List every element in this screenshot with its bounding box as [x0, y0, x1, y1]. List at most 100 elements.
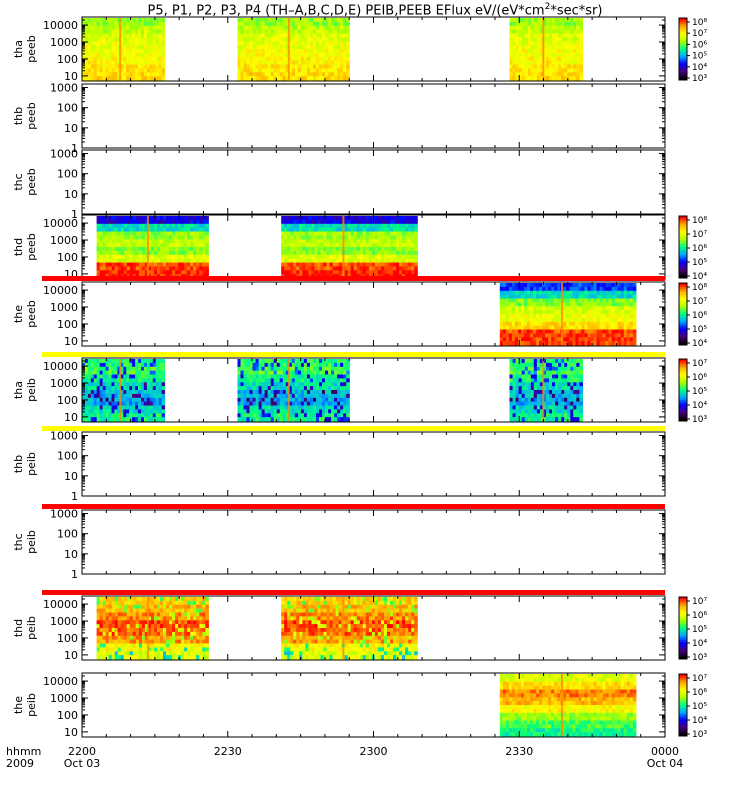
spectrogram-cell: [143, 18, 148, 23]
spectrogram-cell: [141, 390, 145, 395]
spectrogram-cell: [147, 250, 152, 256]
spectrogram-cell: [567, 76, 571, 81]
spectrogram-cell: [593, 310, 598, 315]
spectrogram-cell: [554, 329, 558, 334]
spectrogram-cell: [581, 337, 585, 342]
spectrogram-cell: [267, 37, 272, 42]
spectrogram-cell: [249, 393, 254, 399]
spectrogram-cell: [90, 56, 95, 62]
spectrogram-cell: [82, 417, 86, 422]
spectrogram-cell: [554, 314, 558, 319]
spectrogram-cell: [190, 270, 194, 275]
spectrogram-cell: [297, 359, 302, 364]
spectrogram-cell: [143, 49, 148, 54]
spectrogram-cell: [297, 393, 302, 399]
spectrogram-cell: [411, 227, 415, 233]
spectrogram-cell: [552, 60, 556, 66]
spectrogram-cell: [302, 254, 306, 260]
spectrogram-cell: [306, 25, 311, 31]
spectrogram-cell: [338, 231, 343, 236]
spectrogram-cell: [135, 68, 139, 73]
spectrogram-cell: [384, 227, 388, 233]
spectrogram-cell: [551, 286, 555, 292]
spectrogram-cell: [123, 262, 128, 267]
spectrogram-cell: [602, 290, 607, 296]
spectrogram-cell: [390, 243, 394, 248]
spectrogram-cell: [111, 417, 115, 422]
spectrogram-cell: [279, 397, 284, 403]
spectrogram-cell: [530, 60, 535, 66]
spectrogram-cell: [285, 56, 290, 62]
spectrogram-cell: [294, 64, 299, 69]
spectrogram-cell: [240, 362, 245, 368]
spectrogram-cell: [105, 25, 110, 31]
spectrogram-cell: [576, 33, 580, 38]
spectrogram-cell: [575, 283, 579, 288]
spectrogram-cell: [502, 314, 507, 319]
spectrogram-cell: [617, 333, 622, 338]
spectrogram-cell: [405, 219, 409, 225]
spectrogram-cell: [166, 219, 170, 225]
spectrogram-cell: [611, 337, 616, 342]
spectrogram-cell: [347, 243, 352, 248]
spectrogram-cell: [554, 337, 558, 342]
spectrogram-cell: [569, 325, 573, 331]
spectrogram-cell: [325, 18, 329, 23]
spectrogram-cell: [338, 223, 343, 229]
spectrogram-cell: [521, 21, 526, 27]
spectrogram-cell: [172, 239, 176, 244]
spectrogram-cell: [252, 382, 257, 387]
spectrogram-cell: [564, 18, 568, 23]
spectrogram-cell: [282, 413, 287, 418]
spectrogram-cell: [499, 314, 504, 319]
spectrogram-cell: [267, 76, 272, 81]
spectrogram-cell: [514, 321, 519, 327]
spectrogram-cell: [152, 362, 157, 368]
spectrogram-cell: [237, 64, 242, 69]
spectrogram-cell: [240, 41, 245, 46]
spectrogram-cell: [287, 219, 291, 225]
spectrogram-cell: [184, 219, 188, 225]
spectrogram-cell: [294, 33, 299, 38]
spectrogram-cell: [557, 333, 561, 338]
spectrogram-cell: [335, 247, 340, 252]
spectrogram-cell: [311, 216, 315, 221]
spectrogram-cell: [135, 72, 139, 77]
spectrogram-cell: [240, 405, 245, 410]
spectrogram-cell: [258, 401, 263, 407]
spectrogram-cell: [161, 45, 166, 50]
spectrogram-cell: [99, 262, 104, 267]
spectrogram-cell: [319, 56, 323, 62]
spectrogram-cell: [314, 223, 318, 229]
spectrogram-cell: [524, 76, 529, 81]
spectrogram-cell: [143, 76, 148, 81]
spectrogram-cell: [317, 235, 322, 240]
spectrogram-cell: [505, 341, 510, 346]
spectrogram-cell: [608, 341, 613, 346]
spectrogram-cell: [166, 247, 170, 252]
spectrogram-cell: [322, 21, 326, 27]
spectrogram-cell: [123, 405, 127, 410]
spectrogram-cell: [514, 329, 519, 334]
spectrogram-cell: [99, 223, 104, 229]
spectrogram-cell: [111, 68, 115, 73]
spectrogram-cell: [264, 29, 269, 35]
spectrogram-cell: [320, 243, 325, 248]
spectrogram-cell: [158, 409, 163, 414]
spectrogram-cell: [282, 397, 287, 403]
spectrogram-cell: [158, 45, 163, 50]
spectrogram-cell: [340, 56, 344, 62]
spectrogram-cell: [99, 29, 104, 35]
spectrogram-cell: [576, 64, 580, 69]
spectrogram-cell: [340, 37, 344, 42]
spectrogram-cell: [299, 258, 303, 264]
spectrogram-cell: [329, 250, 334, 256]
spectrogram-cell: [573, 64, 577, 69]
spectrogram-cell: [276, 417, 281, 422]
spectrogram-cell: [281, 258, 285, 264]
spectrogram-cell: [135, 216, 140, 221]
spectrogram-cell: [545, 294, 549, 300]
spectrogram-cell: [102, 41, 107, 46]
spectrogram-cell: [169, 254, 173, 260]
